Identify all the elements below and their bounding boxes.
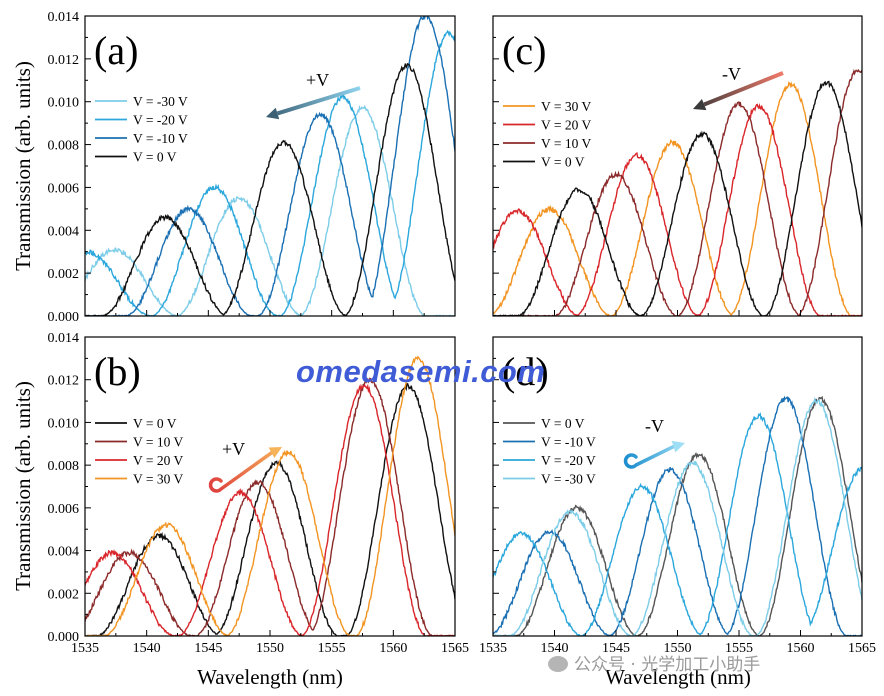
series-line (85, 62, 455, 316)
watermark: omedasemi.com (296, 354, 546, 389)
y-tick-label: 0.004 (48, 224, 80, 239)
x-axis-label: Wavelength (nm) (197, 665, 343, 689)
y-tick-label: 0.010 (48, 416, 80, 431)
arrow-shaft (208, 451, 274, 493)
chart-panel: (c) V = 30 V V = 20 V V = 10 V V = 0 V -V (492, 15, 863, 317)
x-tick-label: 1540 (133, 641, 161, 656)
x-tick-label: 1535 (71, 641, 99, 656)
legend-entry: V = -20 V (133, 113, 188, 128)
panel-label: (d) (502, 349, 549, 394)
y-tick-label: 0.002 (48, 267, 80, 282)
legend-entry: V = 0 V (541, 155, 585, 170)
x-tick-label: 1550 (664, 641, 692, 656)
y-tick-label: 0.006 (48, 502, 80, 517)
x-tick-label: 1565 (441, 641, 469, 656)
chart-panel: 1535 1540 1545 1550 1555 1560 1565 (d) V = 0 V V … (479, 336, 876, 656)
y-tick-label: 0.004 (48, 545, 80, 560)
plot-frame (84, 15, 456, 317)
x-tick-label: 1545 (194, 641, 222, 656)
series-line (85, 16, 455, 316)
y-axis-label: Transmission (arb. units) (11, 61, 35, 271)
arrow-label: -V (722, 64, 741, 84)
legend-entry: V = -10 V (133, 131, 188, 146)
chart-panel: 1535 1540 1545 1550 1555 1560 1565 0.000 0.002 0.… (48, 331, 470, 656)
y-tick-label: 0.014 (48, 10, 80, 25)
legend-entry: V = -30 V (133, 94, 188, 109)
arrow-label: +V (306, 70, 329, 90)
series-line (493, 395, 862, 636)
legend-entry: V = 10 V (541, 136, 592, 151)
legend-entry: V = 0 V (541, 416, 585, 431)
y-tick-label: 0.012 (48, 53, 80, 68)
legend-entry: V = 30 V (133, 472, 184, 487)
legend-entry: V = 0 V (133, 150, 177, 165)
series-line (493, 81, 862, 316)
series-line (493, 395, 862, 636)
arrow-shaft (703, 71, 784, 107)
legend-entry: V = -10 V (541, 435, 596, 450)
series-line (493, 80, 862, 316)
legend-entry: V = -20 V (541, 453, 596, 468)
legend-entry: V = -30 V (541, 472, 596, 487)
y-tick-label: 0.000 (48, 630, 80, 645)
y-tick-label: 0.010 (48, 96, 80, 111)
y-tick-label: 0.006 (48, 181, 80, 196)
x-tick-label: 1545 (602, 641, 630, 656)
voltage-arrow: -V (623, 416, 685, 469)
arrow-shaft (276, 86, 361, 116)
legend-entry: V = 10 V (133, 435, 184, 450)
y-tick-label: 0.014 (48, 331, 80, 346)
legend-entry: V = 20 V (133, 453, 184, 468)
x-axis-label: Wavelength (nm) (605, 665, 751, 689)
series-line (493, 412, 862, 636)
y-tick-label: 0.000 (48, 310, 80, 325)
legend-entry: V = 30 V (541, 99, 592, 114)
legend-entry: V = 0 V (133, 416, 177, 431)
voltage-arrow: +V (266, 70, 361, 120)
y-axis-label: Transmission (arb. units) (11, 381, 35, 591)
x-tick-label: 1550 (256, 641, 284, 656)
y-tick-label: 0.002 (48, 587, 80, 602)
legend-entry: V = 20 V (541, 118, 592, 133)
arrow-label: +V (222, 439, 245, 459)
series-line (85, 383, 455, 636)
arrow-label: -V (645, 416, 664, 436)
x-tick-label: 1560 (379, 641, 407, 656)
voltage-arrow: +V (208, 439, 282, 493)
x-tick-label: 1540 (541, 641, 569, 656)
x-tick-label: 1560 (787, 641, 815, 656)
chart-panel: 0.000 0.002 0.004 0.006 0.008 0.010 0.012 0.014… (48, 10, 456, 325)
arrow-head (671, 440, 685, 453)
series-line (493, 396, 862, 636)
x-tick-label: 1565 (848, 641, 876, 656)
y-tick-label: 0.008 (48, 139, 80, 154)
footer-text: 公众号 · 光学加工小助手 (574, 655, 761, 675)
series-line (85, 377, 455, 636)
series-line (85, 355, 455, 636)
footer-credit: 公众号 · 光学加工小助手 (548, 650, 760, 675)
arrow-head (266, 107, 280, 120)
x-tick-label: 1555 (725, 641, 753, 656)
arrow-shaft (623, 444, 676, 469)
x-tick-label: 1535 (479, 641, 507, 656)
y-tick-label: 0.008 (48, 459, 80, 474)
arrow-head (268, 447, 282, 459)
series-line (85, 104, 455, 316)
voltage-arrow: -V (693, 64, 784, 111)
wechat-icon (548, 656, 568, 672)
panel-label: (b) (94, 349, 141, 394)
panel-label: (a) (94, 28, 138, 73)
x-tick-label: 1555 (318, 641, 346, 656)
series-line (493, 102, 862, 316)
panel-label: (c) (502, 28, 546, 73)
arrow-head (693, 98, 707, 111)
y-tick-label: 0.012 (48, 374, 80, 389)
